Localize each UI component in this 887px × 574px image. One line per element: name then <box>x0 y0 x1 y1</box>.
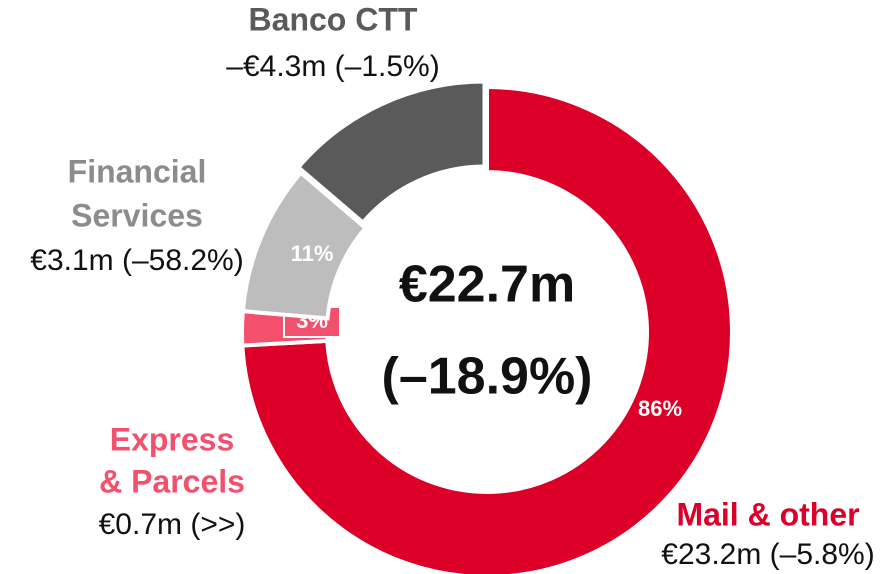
segment-name: Services <box>71 197 203 233</box>
share-label: 86% <box>638 396 682 421</box>
segment-amount: –€4.3m (–1.5%) <box>226 50 439 83</box>
segment-name: Financial <box>68 153 207 189</box>
donut-segment <box>240 169 369 321</box>
segment-name: Express <box>110 421 235 457</box>
donut-segment <box>240 84 734 574</box>
center-total: €22.7m <box>399 256 575 314</box>
segment-name: Mail & other <box>676 496 859 532</box>
segment-amount: €3.1m (–58.2%) <box>30 244 243 277</box>
segment-amount: €0.7m (>>) <box>99 508 246 541</box>
segment-name: Banco CTT <box>249 1 418 37</box>
center-change: (–18.9%) <box>382 348 593 406</box>
share-label: 11% <box>291 241 334 266</box>
segment-amount: €23.2m (–5.8%) <box>661 538 874 571</box>
donut-segment <box>295 79 487 226</box>
segment-name: & Parcels <box>99 463 245 499</box>
